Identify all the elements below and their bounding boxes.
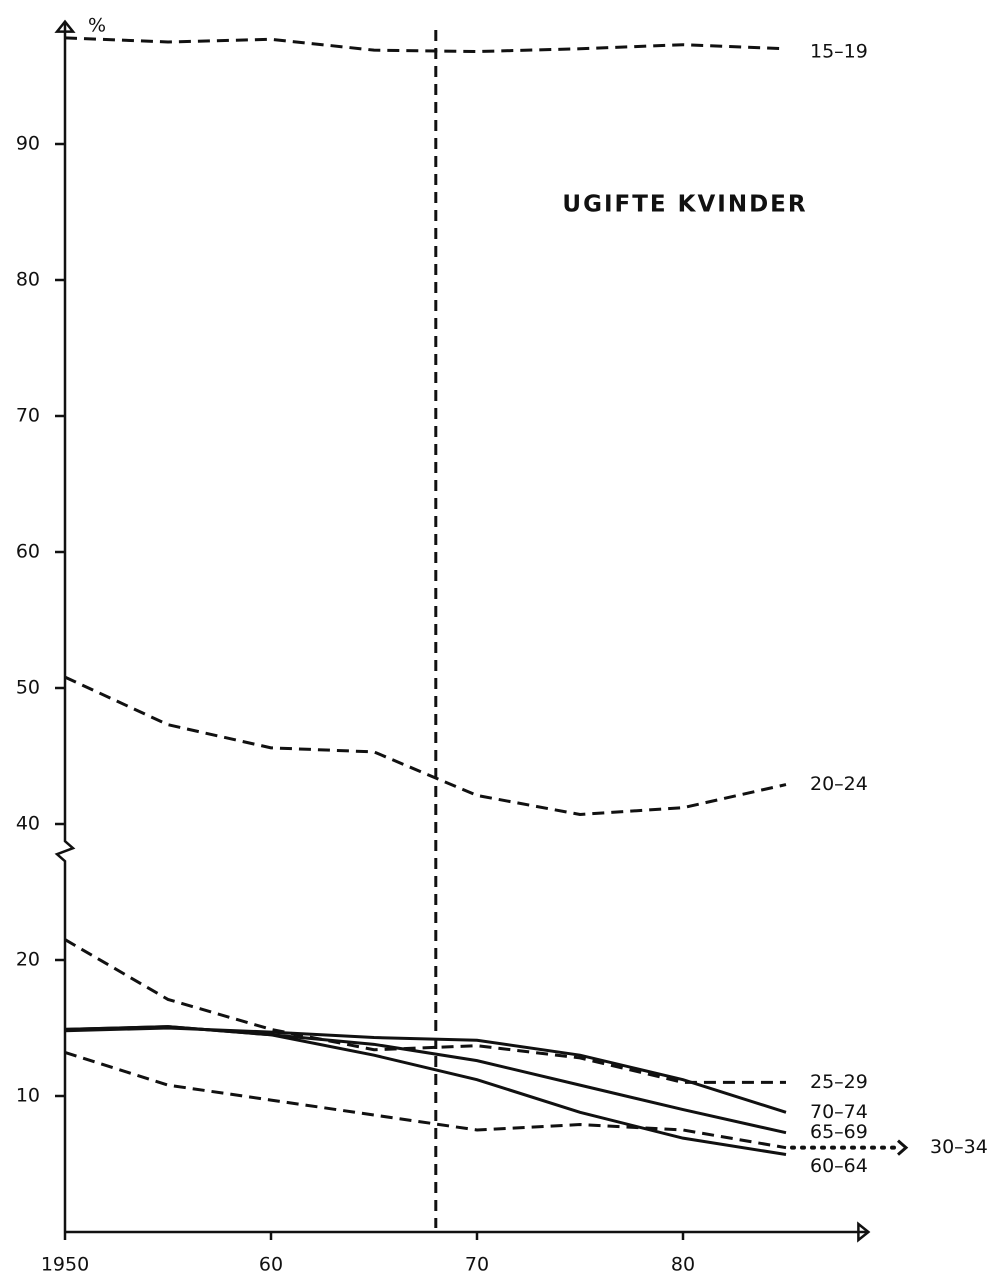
y-axis-label: % [88,15,106,37]
extension-arrow [897,1139,909,1156]
y-tick-label: 80 [16,269,40,291]
chart-title: UGIFTE KVINDER [562,192,807,218]
x-tick-label: 70 [465,1254,489,1276]
series-line [64,36,787,54]
y-tick-label: 50 [16,677,40,699]
y-tick-label: 10 [16,1085,40,1107]
y-tick-label: 90 [16,133,40,155]
x-axis-arrow [857,1221,871,1243]
y-axis [54,21,76,1232]
series-line [64,938,786,1084]
series-line [64,1025,787,1156]
y-axis-arrow [54,19,76,33]
series-label: 70–74 [810,1101,868,1123]
y-tick-label: 70 [16,405,40,427]
series-label: 65–69 [810,1121,868,1143]
series-line [64,1051,787,1150]
series-label: 25–29 [810,1071,868,1093]
x-tick-label: 60 [259,1254,283,1276]
series-label: 15–19 [810,40,868,62]
y-tick-label: 20 [16,949,40,971]
x-tick-label: 1950 [41,1254,89,1276]
series-line [64,1026,787,1114]
series-line [64,675,787,816]
y-tick-label: 40 [16,813,40,835]
series-label: 30–34 [930,1136,988,1158]
series-label: 20–24 [810,773,868,795]
y-tick-label: 60 [16,541,40,563]
series-label: 60–64 [810,1155,868,1177]
x-tick-label: 80 [671,1254,695,1276]
